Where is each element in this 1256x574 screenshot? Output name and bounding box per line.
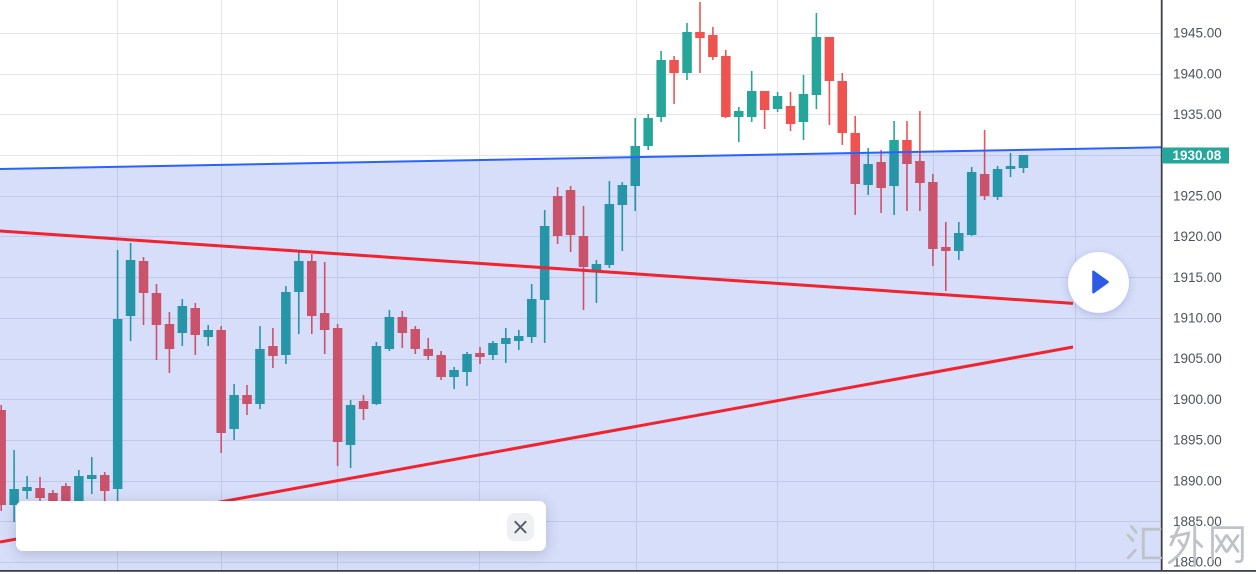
svg-text:1880.00: 1880.00 bbox=[1173, 555, 1222, 570]
svg-text:1895.00: 1895.00 bbox=[1173, 433, 1222, 448]
svg-text:1915.00: 1915.00 bbox=[1173, 270, 1222, 285]
svg-text:1885.00: 1885.00 bbox=[1173, 514, 1222, 529]
svg-text:1890.00: 1890.00 bbox=[1173, 473, 1222, 488]
svg-text:1940.00: 1940.00 bbox=[1173, 66, 1222, 81]
svg-text:1900.00: 1900.00 bbox=[1173, 392, 1222, 407]
svg-text:1910.00: 1910.00 bbox=[1173, 311, 1222, 326]
svg-text:1905.00: 1905.00 bbox=[1173, 351, 1222, 366]
svg-text:1925.00: 1925.00 bbox=[1173, 189, 1222, 204]
svg-text:1930.08: 1930.08 bbox=[1173, 148, 1222, 163]
svg-text:1920.00: 1920.00 bbox=[1173, 229, 1222, 244]
svg-text:1945.00: 1945.00 bbox=[1173, 26, 1222, 41]
svg-text:1935.00: 1935.00 bbox=[1173, 107, 1222, 122]
